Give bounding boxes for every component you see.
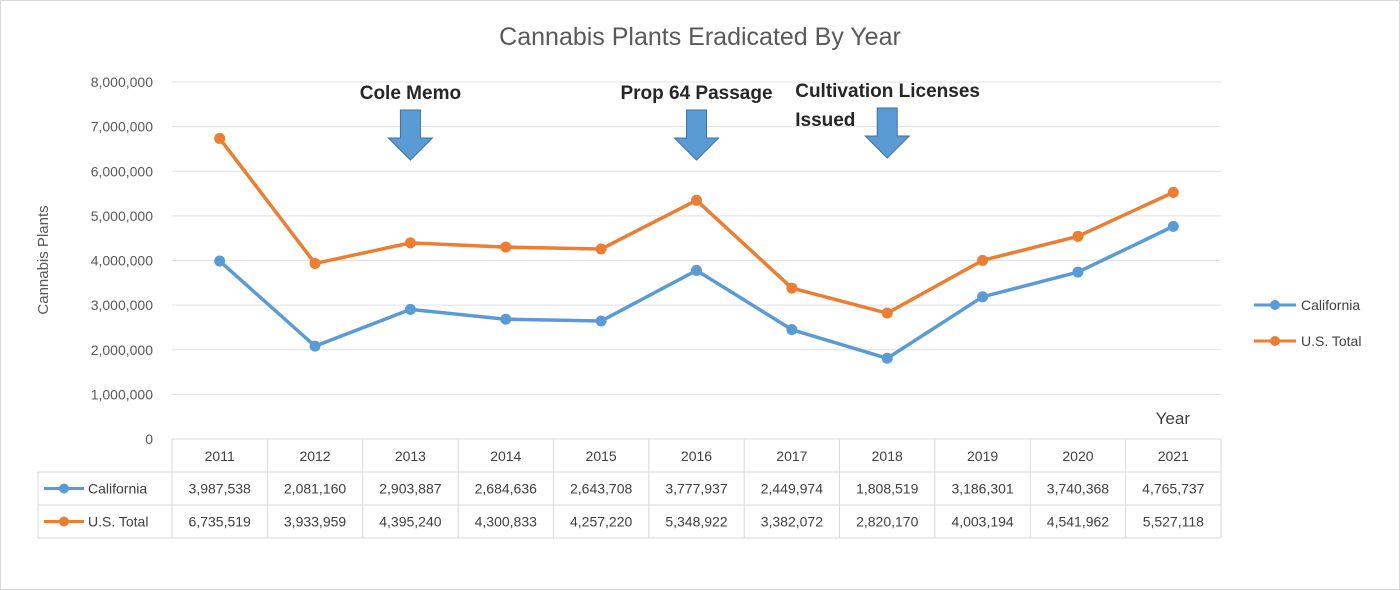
table-cell-value: 6,735,519: [189, 514, 251, 530]
table-cell-value: 4,395,240: [379, 514, 441, 530]
y-tick-label: 7,000,000: [91, 119, 153, 135]
x-tick-label: 2016: [681, 448, 712, 464]
table-cell-value: 5,348,922: [665, 514, 727, 530]
annotation-arrow: [673, 109, 720, 161]
data-point: [309, 340, 321, 352]
table-cell-value: 2,903,887: [379, 481, 441, 497]
table-cell-value: 4,765,737: [1142, 481, 1204, 497]
x-tick-label: 2020: [1062, 448, 1093, 464]
y-tick-label: 4,000,000: [91, 253, 153, 269]
data-point: [977, 291, 989, 303]
table-cell-value: 5,527,118: [1143, 514, 1204, 530]
table-cell-value: 2,081,160: [284, 481, 346, 497]
data-point: [1167, 220, 1179, 232]
y-axis-label: Cannabis Plants: [35, 205, 52, 314]
y-tick-label: 8,000,000: [91, 74, 153, 90]
x-tick-label: 2014: [490, 448, 521, 464]
table-cell-value: 4,300,833: [475, 514, 537, 530]
annotation-label: Prop 64 Passage: [620, 83, 772, 104]
series-line: [218, 224, 1175, 361]
y-tick-label: 1,000,000: [91, 386, 153, 402]
x-tick-label: 2021: [1158, 448, 1189, 464]
annotation-label: Cultivation Licenses: [795, 81, 980, 102]
data-point: [500, 313, 512, 325]
annotation-label: Issued: [795, 110, 855, 131]
data-point: [977, 254, 989, 266]
y-tick-label: 6,000,000: [91, 163, 153, 179]
legend-label: California: [1301, 297, 1360, 313]
data-point: [214, 255, 226, 267]
y-tick-label: 2,000,000: [91, 342, 153, 358]
x-tick-label: 2019: [967, 448, 998, 464]
data-point: [786, 324, 798, 336]
legend-marker: [1270, 300, 1280, 310]
table-cell-value: 2,820,170: [856, 514, 918, 530]
x-tick-label: 2017: [776, 448, 807, 464]
x-tick-label: 2018: [872, 448, 903, 464]
data-point: [595, 243, 607, 255]
table-cell-value: 3,186,301: [951, 481, 1013, 497]
annotation-arrow: [864, 107, 911, 159]
annotation-arrow: [387, 109, 434, 161]
data-point: [786, 282, 798, 294]
table-cell-value: 2,449,974: [761, 481, 823, 497]
table-cell-value: 4,541,962: [1047, 514, 1109, 530]
x-tick-label: 2012: [299, 448, 330, 464]
table-cell-value: 2,684,636: [475, 481, 537, 497]
data-point: [881, 307, 893, 319]
table-cell-value: 3,382,072: [761, 514, 823, 530]
chart-title: Cannabis Plants Eradicated By Year: [499, 23, 901, 51]
data-point: [404, 237, 416, 249]
x-tick-label: 2015: [586, 448, 617, 464]
table-cell-value: 3,777,937: [665, 481, 727, 497]
table-cell-value: 2,643,708: [570, 481, 632, 497]
y-tick-label: 0: [145, 431, 153, 447]
x-tick-label: 2013: [395, 448, 426, 464]
legend-label: U.S. Total: [1301, 333, 1361, 349]
table-cell-value: 3,987,538: [189, 481, 251, 497]
series-line: [218, 137, 1175, 315]
annotation-label: Cole Memo: [360, 83, 461, 104]
table-series-name: U.S. Total: [88, 514, 148, 530]
table-cell-value: 1,808,519: [856, 481, 918, 497]
data-point: [1072, 266, 1084, 278]
table-cell-value: 3,740,368: [1047, 481, 1109, 497]
data-point: [1167, 186, 1179, 198]
table-cell-value: 4,003,194: [951, 514, 1013, 530]
table-legend-marker: [59, 483, 69, 494]
data-point: [404, 303, 416, 315]
data-point: [691, 194, 702, 206]
data-point: [309, 257, 321, 269]
data-point: [881, 352, 893, 364]
x-axis-label: Year: [1156, 409, 1191, 428]
data-point: [1072, 230, 1084, 242]
table-series-name: California: [88, 481, 147, 497]
legend-marker: [1270, 336, 1280, 346]
data-point: [500, 241, 512, 253]
table-cell-value: 3,933,959: [284, 514, 346, 530]
table-legend-marker: [59, 516, 69, 527]
data-point: [595, 315, 607, 327]
data-point: [214, 132, 226, 144]
y-tick-label: 5,000,000: [91, 208, 153, 224]
data-point: [691, 264, 702, 276]
y-tick-label: 3,000,000: [91, 297, 153, 313]
table-cell-value: 4,257,220: [570, 514, 632, 530]
x-tick-label: 2011: [205, 448, 235, 464]
